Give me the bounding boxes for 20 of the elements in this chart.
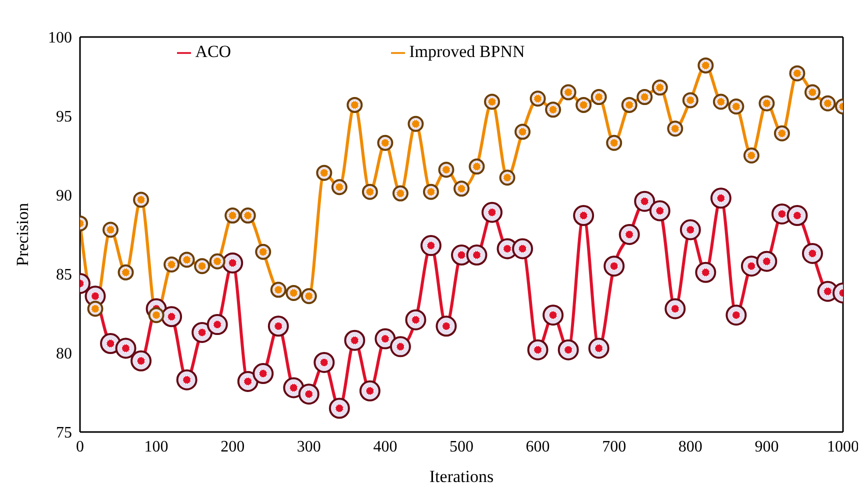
x-tick-label: 200 xyxy=(220,438,245,456)
y-tick-label: 75 xyxy=(56,424,72,442)
y-tick-label: 80 xyxy=(56,346,72,363)
x-tick-label: 0 xyxy=(76,438,84,456)
x-tick-label: 100 xyxy=(144,438,168,456)
y-tick-label: 90 xyxy=(56,188,72,205)
x-tick-label: 800 xyxy=(678,438,702,456)
y-tick-label: 85 xyxy=(56,266,72,284)
x-tick-label: 900 xyxy=(754,438,779,456)
x-tick-label: 600 xyxy=(526,438,550,456)
x-axis-title: Iterations xyxy=(429,467,494,486)
x-tick-label: 400 xyxy=(373,438,398,456)
y-tick-label: 95 xyxy=(56,108,72,126)
x-tick-label: 500 xyxy=(450,438,474,456)
x-tick-label: 700 xyxy=(602,438,626,456)
legend-label: ACO xyxy=(195,42,232,61)
legend-label: Improved BPNN xyxy=(409,42,525,61)
y-axis-title: Precision xyxy=(13,202,32,266)
x-tick-label: 300 xyxy=(296,438,321,456)
y-tick-label: 100 xyxy=(48,30,72,47)
